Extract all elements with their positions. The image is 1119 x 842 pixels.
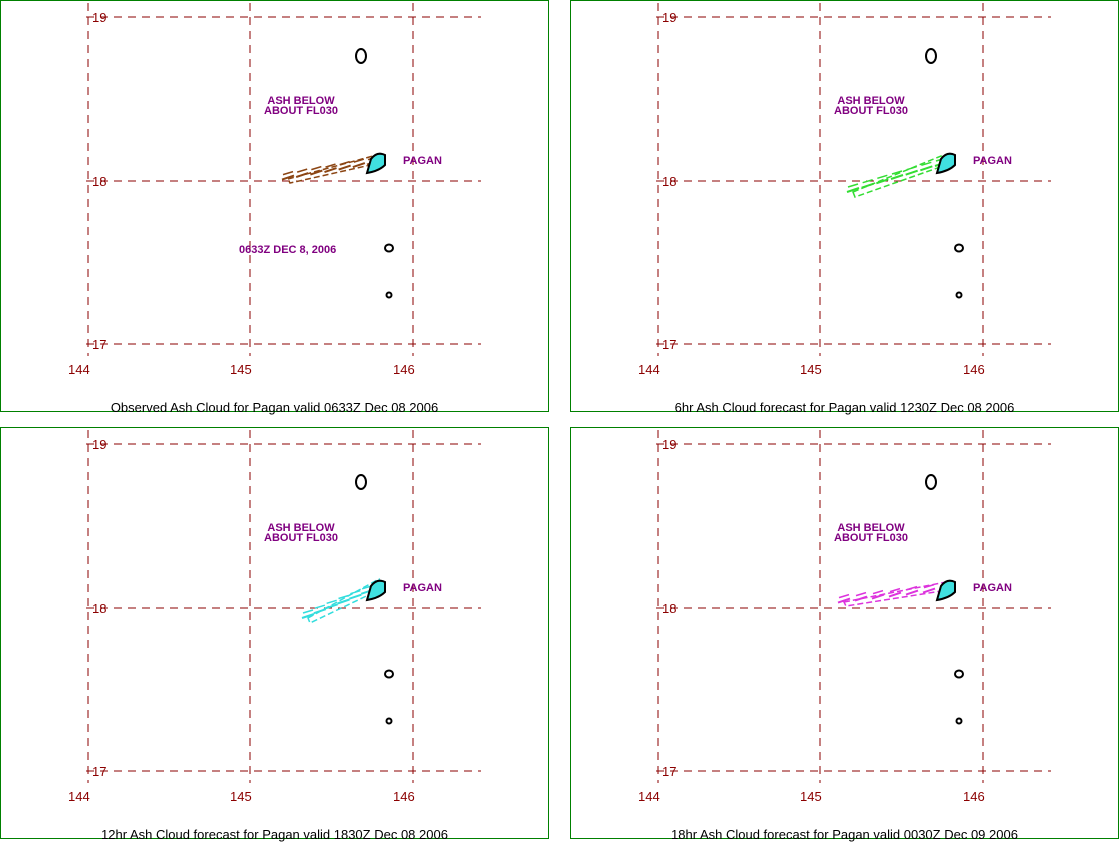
ash-cloud-plume [837, 581, 953, 607]
island-outline [385, 717, 393, 725]
longitude-label: 146 [393, 362, 415, 377]
latitude-label: 18 [662, 174, 676, 189]
ash-map-panel-1: 19 18 17 144 145 146 ASH BELOW ABOUT FL030 PAGAN… [0, 0, 549, 415]
longitude-label: 144 [638, 789, 660, 804]
latitude-label: 17 [662, 764, 676, 779]
longitude-label: 144 [638, 362, 660, 377]
latitude-label: 19 [92, 437, 106, 452]
island-outline [355, 474, 367, 490]
ash-map-panel-4: 19 18 17 144 145 146 ASH BELOW ABOUT FL030 PAGAN… [570, 427, 1119, 842]
longitude-label: 145 [800, 362, 822, 377]
latitude-label: 17 [662, 337, 676, 352]
island-outline [355, 48, 367, 64]
ash-note-line2: ABOUT FL030 [264, 532, 338, 544]
ash-note-line2: ABOUT FL030 [834, 105, 908, 117]
observation-timestamp: 0633Z DEC 8, 2006 [239, 244, 336, 256]
island-outline [385, 291, 393, 299]
panel-caption: 18hr Ash Cloud forecast for Pagan valid … [671, 827, 1018, 842]
island-outline [384, 243, 394, 253]
panel-caption: 12hr Ash Cloud forecast for Pagan valid … [101, 827, 448, 842]
latitude-label: 19 [662, 437, 676, 452]
pagan-island-icon [935, 579, 956, 602]
ash-cloud-plume [281, 155, 380, 184]
latitude-label: 19 [662, 10, 676, 25]
volcano-label: PAGAN [973, 155, 1012, 167]
ash-note-line1: ASH BELOW [267, 95, 335, 107]
ash-note-line1: ASH BELOW [837, 522, 905, 534]
pagan-island-icon [365, 152, 386, 175]
island-outline [954, 669, 964, 679]
ash-map-panel-3: 19 18 17 144 145 146 ASH BELOW ABOUT FL030 PAGAN… [0, 427, 549, 842]
pagan-island-icon [935, 152, 956, 175]
island-outline [925, 48, 937, 64]
ash-note-line1: ASH BELOW [837, 95, 905, 107]
longitude-label: 146 [393, 789, 415, 804]
latitude-label: 17 [92, 337, 106, 352]
volcano-label: PAGAN [973, 582, 1012, 594]
longitude-label: 146 [963, 789, 985, 804]
latitude-label: 19 [92, 10, 106, 25]
pagan-island-icon [365, 579, 386, 602]
latitude-label: 18 [662, 601, 676, 616]
ash-note-line1: ASH BELOW [267, 522, 335, 534]
ash-cloud-plume [846, 154, 948, 198]
longitude-label: 145 [230, 362, 252, 377]
latitude-label: 18 [92, 601, 106, 616]
longitude-label: 144 [68, 789, 90, 804]
ash-map-panel-2: 19 18 17 144 145 146 ASH BELOW ABOUT FL030 PAGAN… [570, 0, 1119, 415]
latitude-label: 18 [92, 174, 106, 189]
longitude-label: 145 [230, 789, 252, 804]
panel-caption: Observed Ash Cloud for Pagan valid 0633Z… [110, 400, 439, 415]
longitude-label: 146 [963, 362, 985, 377]
island-outline [955, 717, 963, 725]
island-outline [384, 669, 394, 679]
ash-note-line2: ABOUT FL030 [264, 105, 338, 117]
ash-note-line2: ABOUT FL030 [834, 532, 908, 544]
longitude-label: 144 [68, 362, 90, 377]
longitude-label: 145 [800, 789, 822, 804]
island-outline [955, 291, 963, 299]
island-outline [925, 474, 937, 490]
volcano-label: PAGAN [403, 155, 442, 167]
island-outline [954, 243, 964, 253]
volcano-label: PAGAN [403, 582, 442, 594]
latitude-label: 17 [92, 764, 106, 779]
panel-caption: 6hr Ash Cloud forecast for Pagan valid 1… [674, 400, 1015, 415]
